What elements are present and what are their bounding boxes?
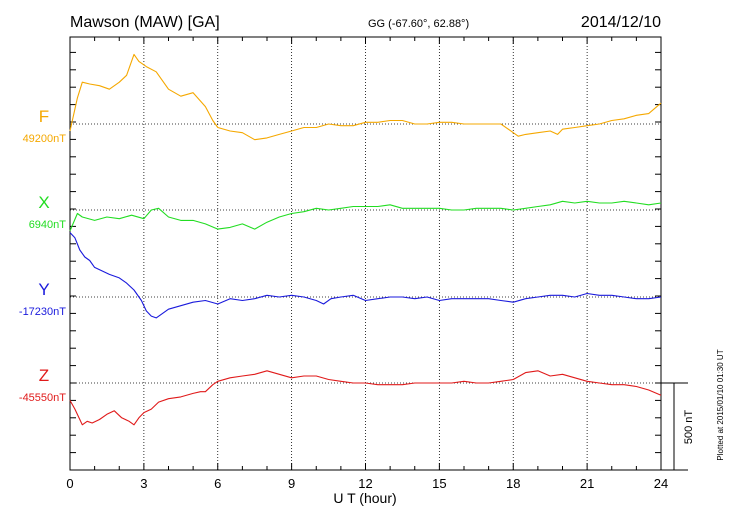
series-name-z: Z	[39, 366, 49, 385]
x-tick-label: 18	[506, 476, 520, 491]
series-line-x	[69, 200, 662, 232]
x-tick-label: 3	[140, 476, 147, 491]
station-title: Mawson (MAW) [GA]	[70, 14, 220, 31]
x-tick-label: 6	[214, 476, 221, 491]
x-tick-label: 12	[358, 476, 372, 491]
axis-ticks: 0 3 6 9 12 15 18 21 24	[66, 37, 668, 491]
series-baseline-label-x: 6940nT	[29, 219, 67, 231]
series-name-y: Y	[38, 280, 49, 299]
series-name-f: F	[39, 107, 49, 126]
plotted-at-note: Plotted at 2015/01/10 01:30 UT	[716, 349, 725, 460]
series-baseline-label-z: -45550nT	[19, 392, 66, 404]
series-line-y	[69, 232, 662, 319]
series-baseline-label-y: -17230nT	[19, 306, 66, 318]
grid-lines	[70, 37, 661, 470]
x-tick-label: 24	[654, 476, 668, 491]
series-line-z	[69, 370, 662, 426]
series-group	[69, 53, 662, 426]
series-name-x: X	[38, 193, 49, 212]
x-tick-label: 0	[66, 476, 73, 491]
series-line-f	[69, 53, 662, 141]
scale-bar-label: 500 nT	[683, 410, 695, 445]
station-coords: GG (-67.60°, 62.88°)	[368, 18, 469, 30]
x-axis-label: U T (hour)	[333, 490, 396, 506]
scale-bar: 500 nT	[661, 382, 695, 471]
chart-date: 2014/12/10	[581, 14, 661, 31]
x-tick-label: 21	[580, 476, 594, 491]
x-tick-label: 15	[432, 476, 446, 491]
series-baseline-label-f: 49200nT	[23, 133, 67, 145]
x-tick-label: 9	[288, 476, 295, 491]
series-labels: F 49200nT X 6940nT Y -17230nT Z -45550nT	[19, 107, 66, 404]
